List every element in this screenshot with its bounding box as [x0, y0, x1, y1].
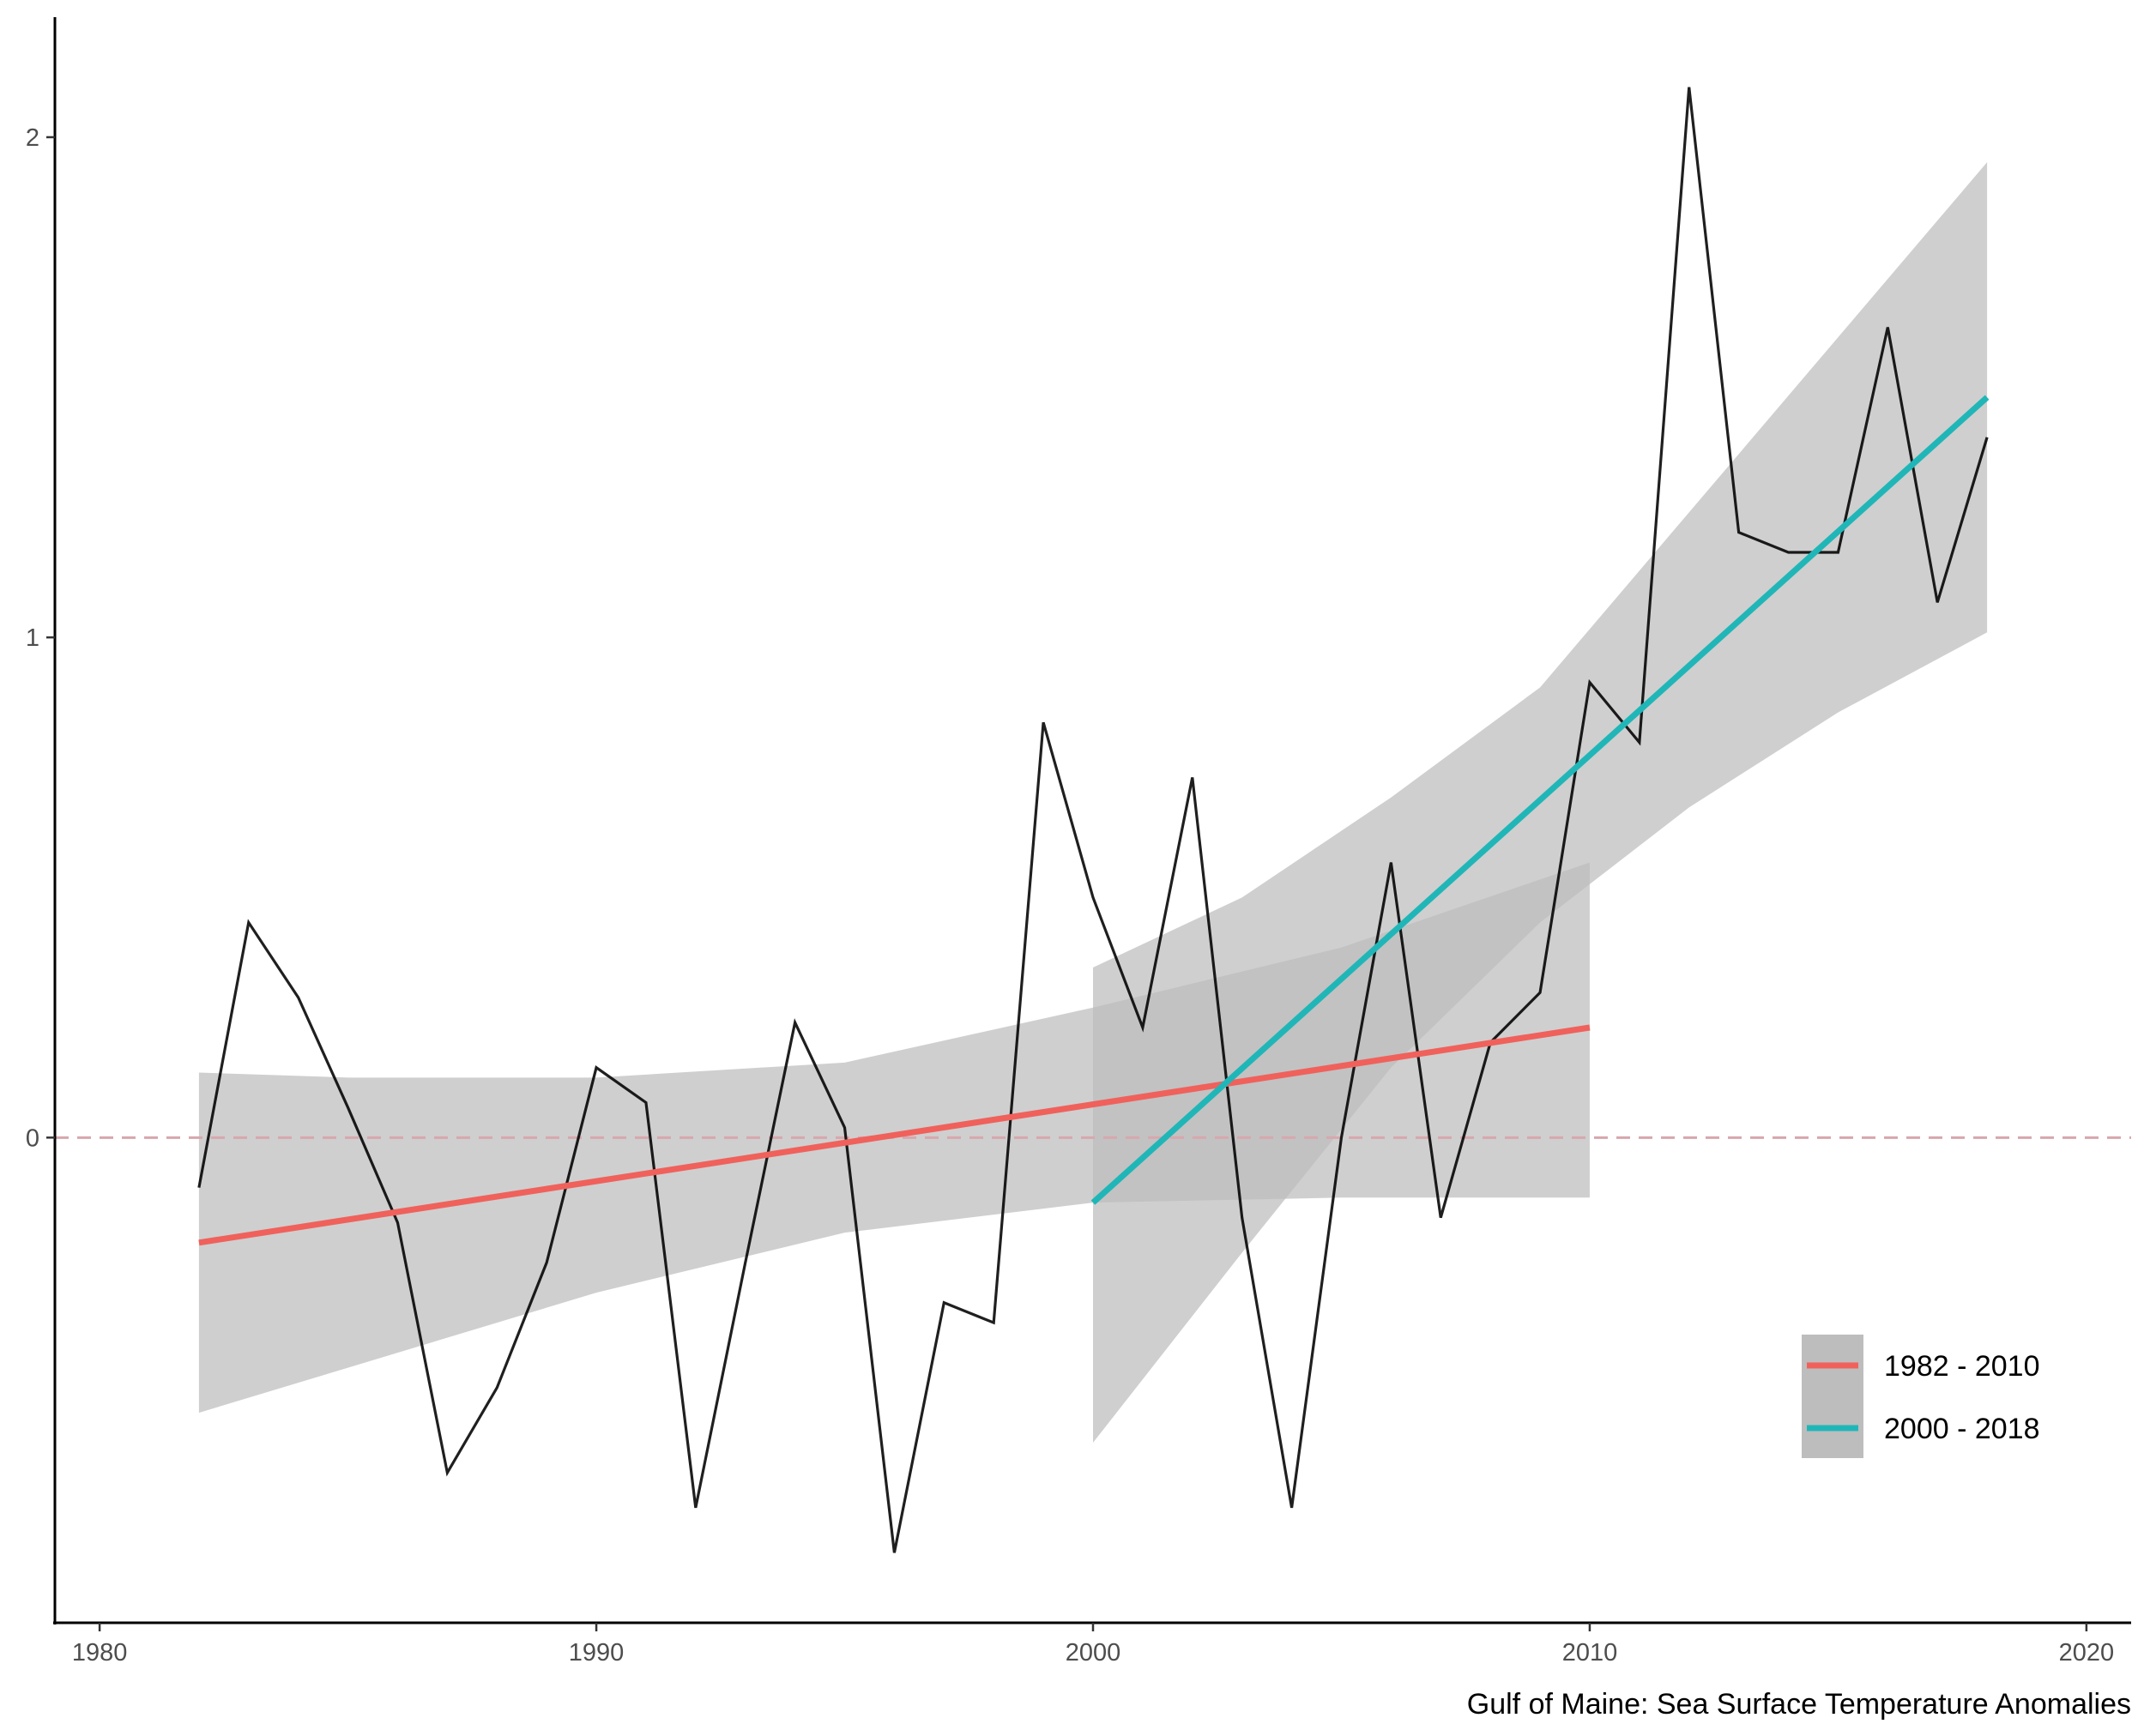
legend: 1982 - 2010 2000 - 2018 — [1802, 1335, 2040, 1458]
trend-line-1 — [198, 1024, 1591, 1246]
legend-label: 2000 - 2018 — [1884, 1413, 2040, 1445]
x-tick-label: 2010 — [1562, 1639, 1618, 1667]
x-tick-label: 1990 — [569, 1639, 625, 1667]
chart-caption: Gulf of Maine: Sea Surface Temperature A… — [1467, 1688, 2131, 1721]
legend-label: 1982 - 2010 — [1884, 1350, 2040, 1383]
y-tick-label: 1 — [26, 624, 39, 652]
anomaly-series-group — [197, 87, 1989, 1553]
y-tick-label: 2 — [26, 124, 39, 152]
x-tick-label: 1980 — [72, 1639, 128, 1667]
y-tick-label: 0 — [26, 1124, 39, 1152]
legend-key-background — [1802, 1335, 1863, 1458]
trend-line-2 — [1090, 395, 1990, 1205]
axes: 1980 1990 2000 2010 2020 0 1 2 — [26, 17, 2131, 1667]
x-tick-label: 2020 — [2059, 1639, 2115, 1667]
x-tick-label: 2000 — [1066, 1639, 1121, 1667]
trend-lines — [198, 395, 1990, 1246]
